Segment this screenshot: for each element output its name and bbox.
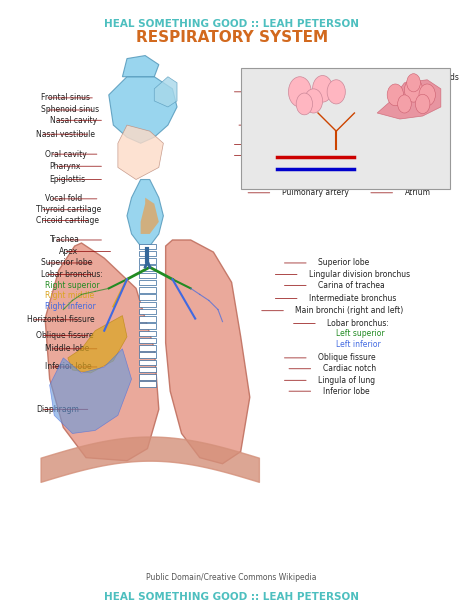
Text: Diaphragm: Diaphragm — [36, 405, 79, 414]
Circle shape — [404, 78, 423, 102]
Bar — [139, 302, 155, 307]
Text: Public Domain/Creative Commons Wikipedia: Public Domain/Creative Commons Wikipedia — [146, 573, 317, 582]
Bar — [139, 258, 155, 264]
Circle shape — [312, 75, 333, 102]
Text: Superior lobe: Superior lobe — [41, 259, 92, 267]
Polygon shape — [122, 56, 159, 77]
Bar — [139, 374, 155, 379]
Text: Right middle: Right middle — [45, 291, 94, 300]
Text: Right inferior: Right inferior — [45, 302, 96, 311]
Text: Apex: Apex — [59, 247, 78, 256]
Polygon shape — [127, 180, 164, 246]
Text: HEAL SOMETHING GOOD :: LEAH PETERSON: HEAL SOMETHING GOOD :: LEAH PETERSON — [104, 592, 359, 602]
Bar — [139, 367, 155, 373]
Bar — [139, 352, 155, 358]
Bar — [139, 273, 155, 278]
Text: Thyroid cartilage: Thyroid cartilage — [36, 205, 101, 215]
Polygon shape — [377, 80, 441, 119]
Text: Mucous gland: Mucous gland — [268, 140, 321, 149]
Circle shape — [398, 95, 411, 113]
Polygon shape — [118, 125, 164, 180]
Text: Carina of trachea: Carina of trachea — [318, 281, 385, 290]
Text: Alveolar duct: Alveolar duct — [273, 121, 323, 129]
Text: Left superior: Left superior — [336, 329, 385, 338]
Circle shape — [387, 84, 403, 106]
Text: Atrium: Atrium — [404, 188, 430, 197]
Bar — [139, 309, 155, 314]
Text: Lingular division bronchus: Lingular division bronchus — [309, 270, 410, 279]
Bar — [139, 287, 155, 292]
Text: Frontal sinus: Frontal sinus — [41, 93, 90, 102]
Bar — [139, 381, 155, 387]
Text: Intermediate bronchus: Intermediate bronchus — [309, 294, 396, 303]
Text: Vocal fold: Vocal fold — [45, 194, 82, 204]
Text: Oral cavity: Oral cavity — [45, 150, 87, 159]
Text: Pharynx: Pharynx — [50, 162, 81, 170]
Text: Main bronchi (right and left): Main bronchi (right and left) — [295, 306, 403, 315]
Text: Nasal vestibule: Nasal vestibule — [36, 130, 95, 139]
Text: Trachea: Trachea — [50, 235, 80, 245]
Bar — [139, 345, 155, 351]
Text: Sphenoid sinus: Sphenoid sinus — [41, 105, 99, 115]
Bar — [241, 67, 450, 189]
Polygon shape — [165, 240, 250, 463]
Text: Inferior lobe: Inferior lobe — [45, 362, 92, 371]
Text: Alveolar sacs: Alveolar sacs — [277, 104, 328, 113]
Polygon shape — [50, 349, 131, 433]
Text: Left inferior: Left inferior — [336, 340, 381, 349]
Text: Inferior lobe: Inferior lobe — [323, 387, 369, 395]
Polygon shape — [68, 316, 127, 373]
Text: Lobar bronchus:: Lobar bronchus: — [327, 319, 389, 328]
Bar — [139, 360, 155, 365]
Text: Oblique fissure: Oblique fissure — [318, 354, 376, 362]
Polygon shape — [45, 243, 159, 461]
Text: Oblique fissure: Oblique fissure — [36, 331, 94, 340]
Text: RESPIRATORY SYSTEM: RESPIRATORY SYSTEM — [136, 30, 328, 45]
Text: Lobar bronchus:: Lobar bronchus: — [41, 270, 102, 279]
Text: Pulmonary artery: Pulmonary artery — [282, 188, 348, 197]
Polygon shape — [141, 197, 159, 234]
Bar — [139, 265, 155, 271]
Text: Pulmonary vein: Pulmonary vein — [291, 177, 350, 186]
Bar — [139, 280, 155, 285]
Text: Superior lobe: Superior lobe — [318, 259, 369, 267]
Bar — [139, 330, 155, 336]
Circle shape — [415, 94, 430, 113]
Circle shape — [407, 74, 420, 92]
Text: Horizontal fissure: Horizontal fissure — [27, 315, 94, 324]
Text: Lingula of lung: Lingula of lung — [318, 376, 375, 385]
Text: Connective tissue: Connective tissue — [268, 87, 336, 96]
Bar — [139, 294, 155, 300]
Polygon shape — [154, 77, 177, 107]
Text: Nasal cavity: Nasal cavity — [50, 116, 97, 125]
Polygon shape — [109, 77, 177, 143]
Text: Cardiac notch: Cardiac notch — [323, 364, 376, 373]
Circle shape — [304, 89, 323, 113]
Text: Capillary beds: Capillary beds — [404, 74, 459, 82]
Bar — [139, 251, 155, 256]
Bar — [139, 324, 155, 329]
Circle shape — [327, 80, 346, 104]
Text: Right superior: Right superior — [45, 281, 100, 290]
Circle shape — [419, 84, 436, 106]
Text: HEAL SOMETHING GOOD :: LEAH PETERSON: HEAL SOMETHING GOOD :: LEAH PETERSON — [104, 18, 359, 29]
Circle shape — [289, 77, 311, 107]
Text: Epiglottis: Epiglottis — [50, 175, 86, 184]
Text: Middle lobe: Middle lobe — [45, 345, 90, 353]
Bar — [139, 243, 155, 249]
Text: Cricoid cartilage: Cricoid cartilage — [36, 216, 99, 225]
Text: Mucosal lining: Mucosal lining — [268, 151, 323, 160]
Circle shape — [296, 93, 312, 115]
Text: Alveoli: Alveoli — [404, 177, 430, 186]
Bar — [139, 316, 155, 322]
Bar — [139, 338, 155, 343]
